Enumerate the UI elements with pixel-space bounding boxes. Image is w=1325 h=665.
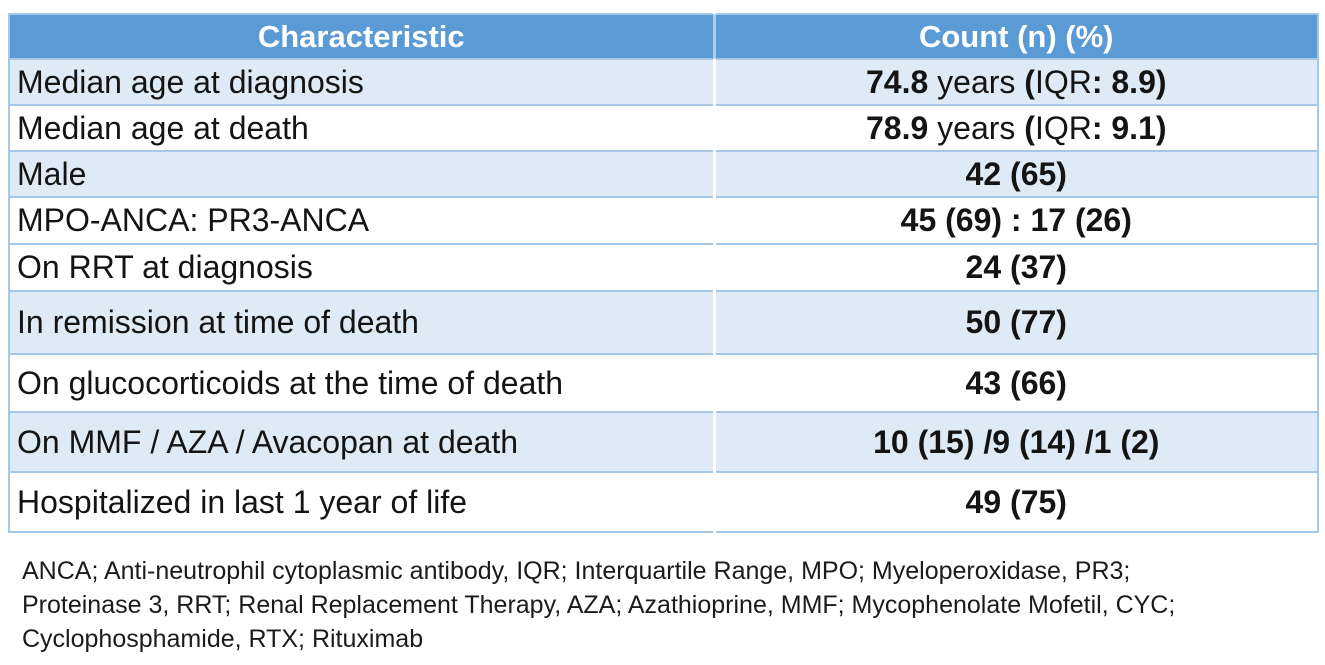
characteristic-cell: In remission at time of death [9, 291, 714, 355]
abbreviations-footnote: ANCA; Anti-neutrophil cytoplasmic antibo… [22, 554, 1175, 656]
table-row: MPO-ANCA: PR3-ANCA 45 (69) : 17 (26) [9, 197, 1318, 245]
characteristics-table: Characteristic Count (n) (%) Median age … [8, 13, 1319, 533]
value-cell: 49 (75) [712, 472, 1318, 533]
characteristic-cell: On MMF / AZA / Avacopan at death [9, 412, 714, 473]
table-row: Median age at diagnosis 74.8 years (IQR:… [9, 59, 1318, 106]
value-cell: 43 (66) [712, 354, 1318, 413]
table-row: On RRT at diagnosis 24 (37) [9, 244, 1318, 292]
footnote-line: Cyclophosphamide, RTX; Rituximab [22, 625, 424, 653]
value-cell: 50 (77) [712, 291, 1318, 355]
value-cell: 10 (15) /9 (14) /1 (2) [712, 412, 1318, 473]
table-header-row: Characteristic Count (n) (%) [9, 14, 1318, 60]
table-row: On glucocorticoids at the time of death … [9, 354, 1318, 413]
column-header-count: Count (n) (%) [712, 14, 1318, 60]
table-row: Male 42 (65) [9, 151, 1318, 198]
footnote-line: ANCA; Anti-neutrophil cytoplasmic antibo… [22, 557, 1131, 585]
value-cell: 24 (37) [712, 244, 1318, 292]
value-cell: 78.9 years (IQR: 9.1) [712, 105, 1318, 152]
value-cell: 45 (69) : 17 (26) [712, 197, 1318, 245]
column-header-characteristic: Characteristic [9, 14, 714, 60]
table-row: Hospitalized in last 1 year of life 49 (… [9, 472, 1318, 533]
characteristic-cell: Median age at death [9, 105, 714, 152]
characteristic-cell: On glucocorticoids at the time of death [9, 354, 714, 413]
value-cell: 42 (65) [712, 151, 1318, 198]
table-row: Median age at death 78.9 years (IQR: 9.1… [9, 105, 1318, 152]
table-row: In remission at time of death 50 (77) [9, 291, 1318, 355]
table-body: Median age at diagnosis 74.8 years (IQR:… [9, 59, 1318, 533]
value-cell: 74.8 years (IQR: 8.9) [712, 59, 1318, 106]
characteristic-cell: Median age at diagnosis [9, 59, 714, 106]
characteristic-cell: Hospitalized in last 1 year of life [9, 472, 714, 533]
characteristic-cell: On RRT at diagnosis [9, 244, 714, 292]
footnote-line: Proteinase 3, RRT; Renal Replacement The… [22, 591, 1176, 619]
characteristic-cell: Male [9, 151, 714, 198]
characteristic-cell: MPO-ANCA: PR3-ANCA [9, 197, 714, 245]
table-row: On MMF / AZA / Avacopan at death 10 (15)… [9, 412, 1318, 473]
